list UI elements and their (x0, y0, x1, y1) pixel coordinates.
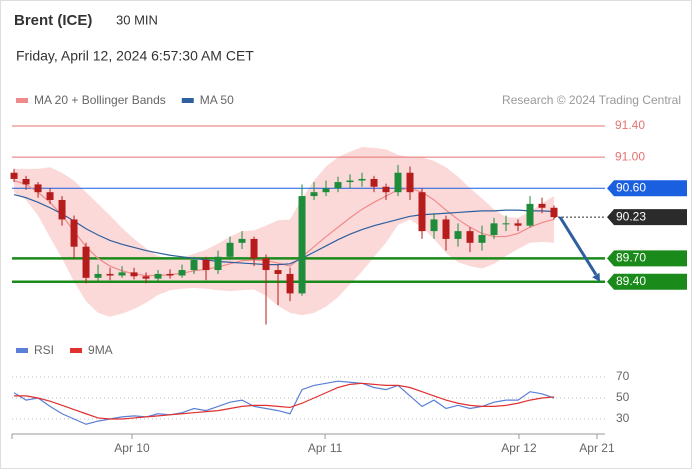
candle-body (550, 207, 558, 218)
level-tag (607, 273, 687, 290)
forecast-arrowhead (592, 272, 600, 282)
legend-label: MA 50 (200, 93, 234, 107)
candle-body (514, 223, 522, 226)
candle-body (346, 180, 354, 183)
candle-body (442, 219, 450, 239)
level-tag (607, 209, 687, 226)
candle-body (370, 178, 378, 187)
x-tick-label: Apr 21 (579, 441, 615, 455)
candle-body (238, 238, 246, 243)
candle-body (178, 270, 186, 276)
level-label: 91.00 (615, 149, 645, 163)
candle-body (538, 203, 546, 208)
level-label: 89.70 (616, 251, 646, 265)
candle-body (22, 178, 30, 185)
candle-body (202, 259, 210, 271)
candle-body (58, 199, 66, 220)
candle-body (94, 273, 102, 278)
legend-swatch (16, 98, 28, 103)
x-tick-label: Apr 11 (308, 441, 343, 455)
ma-line (13, 193, 555, 266)
candle-body (262, 258, 270, 271)
level-label: 90.23 (616, 209, 646, 223)
candle-body (274, 270, 282, 274)
candle-body (322, 188, 330, 193)
candle-body (454, 231, 462, 239)
credit: Research © 2024 Trading Central (502, 93, 681, 107)
candle-body (226, 242, 234, 257)
y-tick-label: 30 (616, 411, 630, 425)
level-label: 89.40 (616, 274, 646, 288)
forecast-arrow (558, 216, 598, 276)
candle-body (154, 273, 162, 279)
candle-body (70, 219, 78, 247)
candle-body (418, 192, 426, 232)
interval: 30 MIN (116, 12, 158, 27)
rsi-line (14, 382, 555, 420)
candle-body (310, 192, 318, 197)
candle-body (190, 259, 198, 271)
level-tag (607, 250, 687, 267)
candle-body (166, 273, 174, 276)
title: Brent (ICE) (14, 12, 92, 29)
y-tick-label: 70 (616, 369, 630, 383)
candle-body (406, 172, 414, 193)
candle-body (478, 235, 486, 243)
candle-body (358, 178, 366, 181)
legend-label: MA 20 + Bollinger Bands (34, 93, 166, 107)
candle-body (142, 276, 150, 279)
candle-body (526, 203, 534, 226)
candle-body (46, 192, 54, 200)
candle-body (10, 172, 18, 179)
candle-body (430, 219, 438, 232)
timestamp: Friday, April 12, 2024 6:57:30 AM CET (16, 48, 254, 64)
x-tick-label: Apr 12 (501, 441, 537, 455)
legend-swatch (16, 348, 28, 353)
candle-body (214, 256, 222, 271)
candle-body (382, 186, 390, 193)
legend-label: RSI (34, 343, 54, 357)
candle-body (490, 223, 498, 236)
legend-swatch (181, 98, 194, 103)
rsi-line (13, 380, 555, 425)
candle-body (466, 231, 474, 243)
candle-body (394, 172, 402, 193)
legend-label: 9MA (88, 343, 113, 357)
bollinger-band (14, 147, 555, 317)
level-label: 90.60 (616, 180, 646, 194)
candle-body (298, 196, 306, 294)
level-label: 91.40 (615, 118, 645, 132)
level-tag (607, 180, 687, 197)
candle-body (82, 246, 90, 278)
candle-body (130, 272, 138, 277)
candle-body (34, 184, 42, 193)
candle-body (118, 272, 126, 276)
legend-swatch (70, 348, 83, 353)
x-tick-label: Apr 10 (114, 441, 150, 455)
candle-body (334, 182, 342, 189)
y-tick-label: 50 (616, 390, 630, 404)
candle-body (106, 273, 114, 276)
candle-body (502, 223, 510, 225)
candle-body (286, 273, 294, 294)
candle-body (250, 238, 258, 259)
